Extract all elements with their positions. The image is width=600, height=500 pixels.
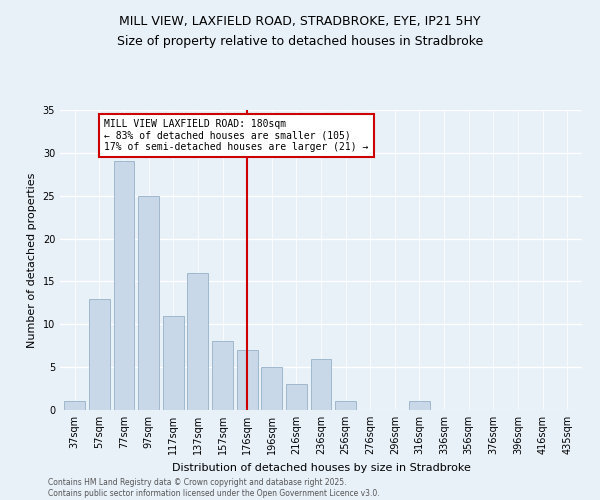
Bar [89, 298, 110, 410]
Bar [261, 367, 282, 410]
Bar [163, 316, 184, 410]
Y-axis label: Number of detached properties: Number of detached properties [27, 172, 37, 348]
Bar [187, 273, 208, 410]
Text: MILL VIEW, LAXFIELD ROAD, STRADBROKE, EYE, IP21 5HY: MILL VIEW, LAXFIELD ROAD, STRADBROKE, EY… [119, 15, 481, 28]
Bar [236, 350, 257, 410]
Bar [311, 358, 331, 410]
Bar [138, 196, 159, 410]
Text: Contains HM Land Registry data © Crown copyright and database right 2025.
Contai: Contains HM Land Registry data © Crown c… [48, 478, 380, 498]
Bar [212, 342, 233, 410]
Bar [409, 402, 430, 410]
X-axis label: Distribution of detached houses by size in Stradbroke: Distribution of detached houses by size … [172, 462, 470, 472]
Text: MILL VIEW LAXFIELD ROAD: 180sqm
← 83% of detached houses are smaller (105)
17% o: MILL VIEW LAXFIELD ROAD: 180sqm ← 83% of… [104, 118, 368, 152]
Bar [286, 384, 307, 410]
Bar [113, 162, 134, 410]
Bar [335, 402, 356, 410]
Text: Size of property relative to detached houses in Stradbroke: Size of property relative to detached ho… [117, 35, 483, 48]
Bar [64, 402, 85, 410]
